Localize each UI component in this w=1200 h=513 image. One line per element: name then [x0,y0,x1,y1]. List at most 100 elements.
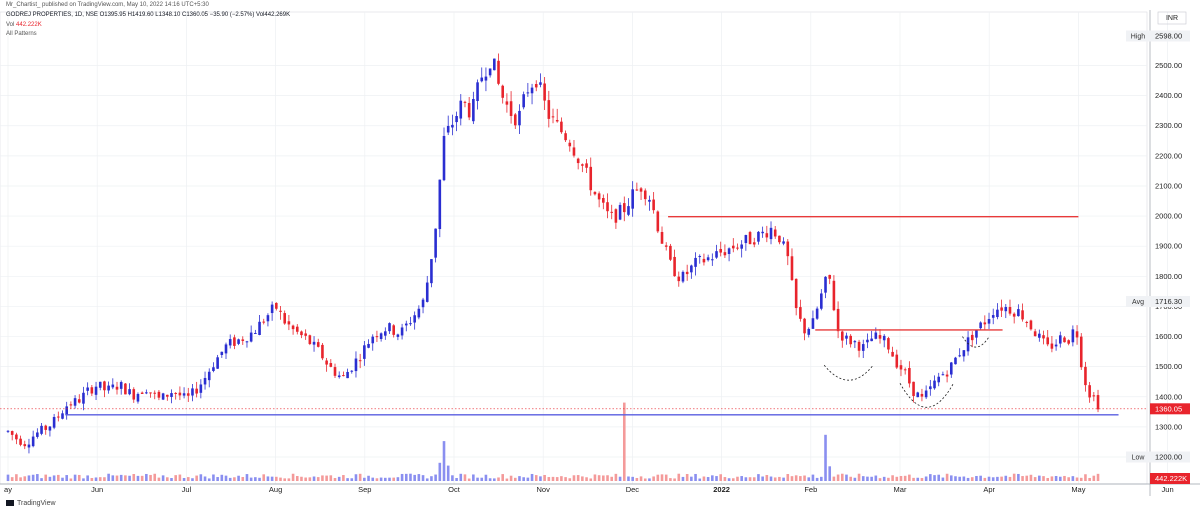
candle-body [128,389,131,395]
candle-body [467,102,471,118]
avg-label-box [1126,296,1150,308]
volume-bar [933,475,936,481]
candle-body [870,338,873,342]
candle-body [497,60,500,84]
volume-bar [581,476,584,481]
volume-legend: Vol 442.222K [6,22,42,28]
volume-bar [610,476,614,481]
volume-bar [803,475,806,481]
volume-bar [555,477,559,481]
volume-bar [509,475,513,481]
volume-bar [48,476,52,481]
volume-bar [501,474,505,481]
candle-body [757,231,760,242]
candle-body [887,338,890,350]
candle-body [266,315,270,322]
candle-body [1084,366,1087,386]
candle-body [929,386,932,390]
volume-bar [459,473,463,481]
candle-body [40,425,43,434]
volume-bar [103,477,106,481]
volume-bar [622,402,626,481]
candle-body [270,304,274,314]
time-tick-label: ay [4,485,12,494]
candle-body [140,392,144,394]
tradingview-icon [6,500,14,506]
candle-body [304,333,307,336]
candle-body [220,351,224,355]
symbol-name[interactable]: GODREJ PROPERTIES, 1D, NSE [6,12,98,18]
candle-body [736,247,739,249]
volume-bar [342,475,345,481]
candle-body [991,315,995,318]
candle-body [472,98,475,122]
candle-body [237,339,240,344]
candle-body [174,392,177,394]
volume-bar [153,473,157,481]
candle-body [1004,307,1008,312]
volume-bar [673,478,676,481]
candle-body [656,211,660,232]
volume-bar [178,474,182,481]
volume-bar [52,475,56,481]
volume-bar [1088,477,1091,481]
candle-body [1058,335,1062,344]
time-axis[interactable]: ay Jun Jul Aug Sep Oct Nov Dec 2022 Feb Mar Apr May J… [4,485,1174,494]
volume-badge [1150,473,1190,484]
volume-bar [321,475,324,481]
candle-body [438,179,442,230]
price-axis[interactable]: INR 1200.00 1300.00 1400.00 1500.00 1600.00 17… [1155,11,1187,462]
candle-body [681,271,685,282]
candle-body [941,374,945,376]
candle-body [23,444,27,447]
volume-bar [191,478,194,481]
volume-bar [824,434,827,481]
volume-bar [606,475,609,481]
volume-bar [77,474,81,481]
tradingview-logo[interactable]: TradingView [6,500,56,507]
volume-bar [761,476,764,481]
volume-bar [467,478,471,481]
candle-body [132,389,136,400]
volume-bar [409,473,412,481]
candle-body [723,252,727,256]
volume-bar [94,477,98,481]
volume-bar [643,478,647,481]
candle-body [262,321,266,323]
volume-bar [723,477,727,481]
price-tick-label: 1500.00 [1155,362,1182,371]
avg-label: Avg [1132,299,1144,306]
candle-body [853,341,857,343]
volume-bar [924,476,928,481]
candle-body [719,248,723,253]
indicator-label[interactable]: All Patterns [6,31,37,37]
candle-body [622,203,626,213]
volume-bar [237,475,240,481]
candle-body [417,308,421,318]
candle-body [65,406,68,416]
candle-body [254,333,257,335]
candle-body [761,231,764,234]
volume-bar [404,473,408,481]
volume-bar [371,477,375,481]
candle-body [279,310,282,312]
candle-body [480,77,484,82]
candle-body [975,330,978,338]
volume-bar [987,476,991,481]
candle-body [396,334,400,337]
price-tick-label: 1800.00 [1155,272,1182,281]
volume-bar [65,475,68,481]
avg-value: 1716.30 [1155,297,1182,306]
candle-body [90,387,94,394]
candle-body [882,335,886,341]
volume-bar [522,477,525,481]
volume-bar [954,476,957,481]
pattern-arcs [823,336,990,408]
candle-body [627,206,630,215]
currency-box [1157,11,1187,25]
volume-bar [782,477,785,481]
time-tick-label: May [1071,485,1085,494]
candle-body [547,100,551,119]
candle-body [161,393,165,400]
